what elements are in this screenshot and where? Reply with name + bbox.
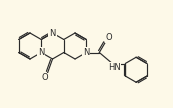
Text: N: N [38,48,44,57]
Text: O: O [106,33,112,42]
Text: O: O [41,74,48,83]
Text: HN: HN [108,63,121,72]
Text: N: N [49,29,56,37]
Text: N: N [83,48,89,57]
